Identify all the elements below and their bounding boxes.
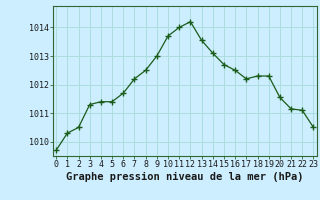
- X-axis label: Graphe pression niveau de la mer (hPa): Graphe pression niveau de la mer (hPa): [66, 172, 304, 182]
